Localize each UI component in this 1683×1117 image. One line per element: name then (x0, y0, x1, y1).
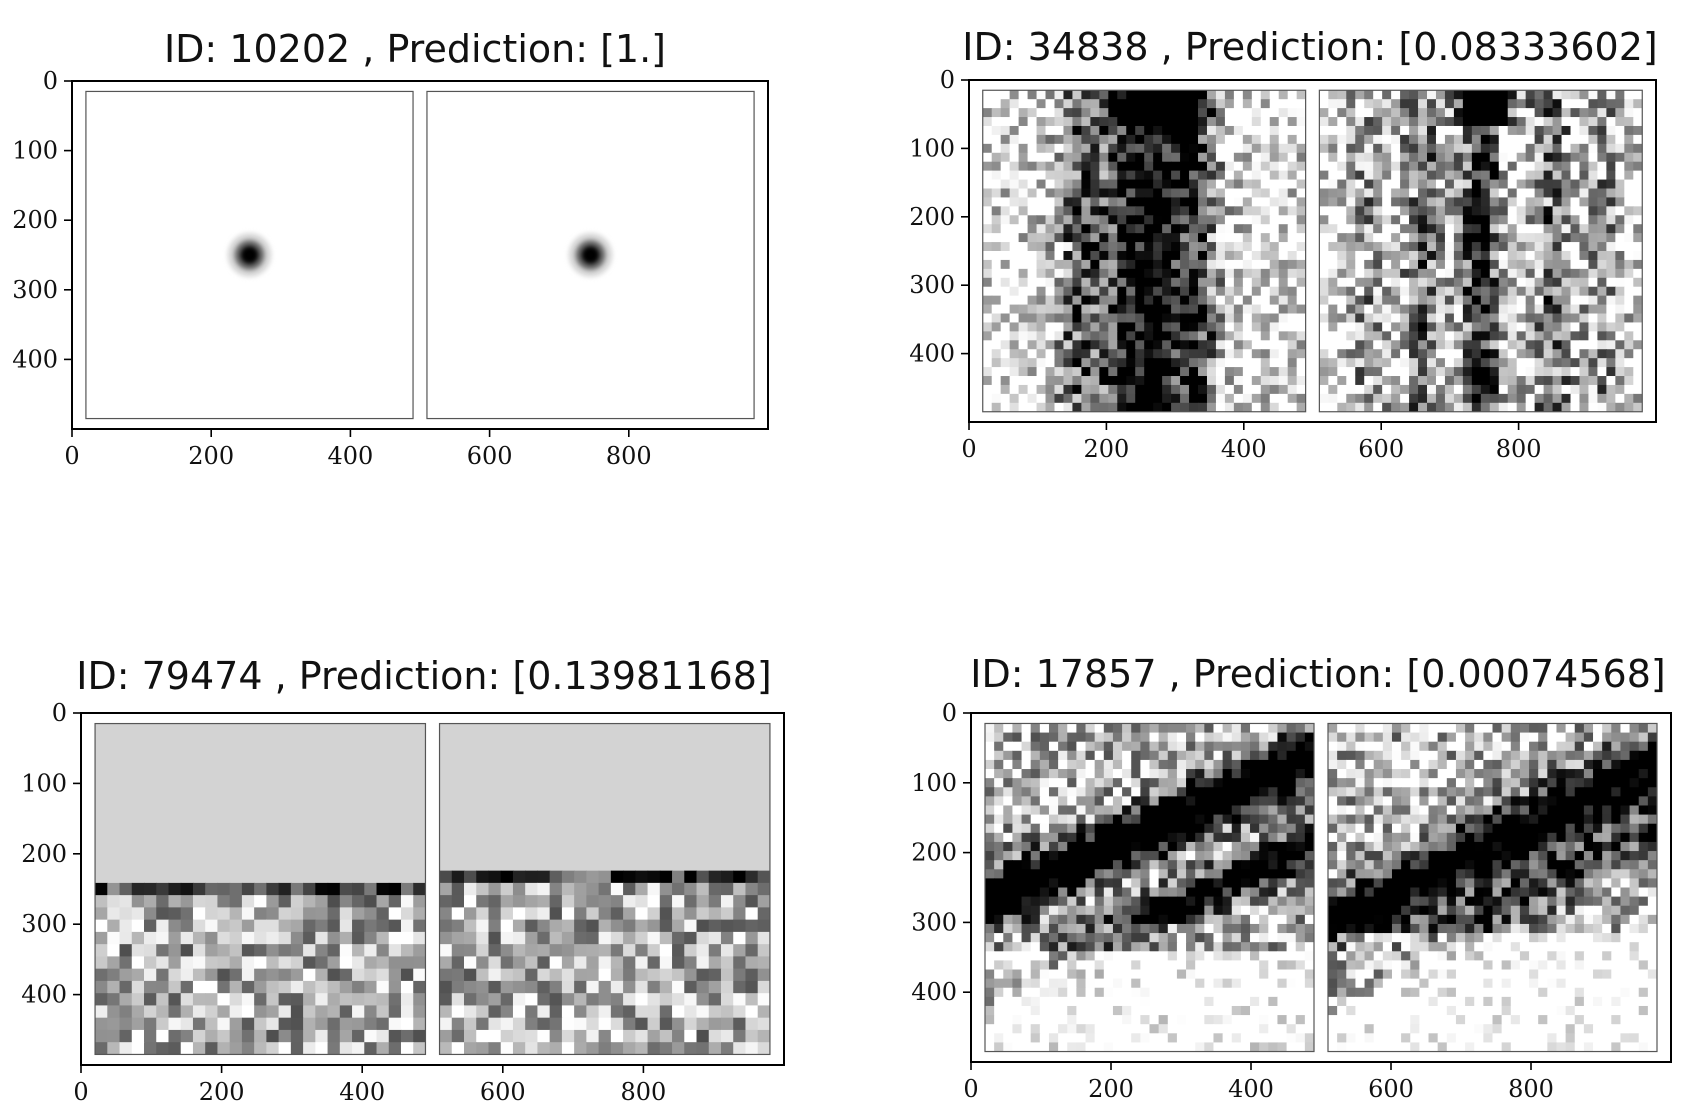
x-tick-label: 200 (188, 442, 234, 470)
x-tick-label: 600 (1358, 435, 1404, 463)
subplot-title: ID: 10202 , Prediction: [1.] (164, 27, 666, 71)
x-tick-label: 400 (327, 442, 373, 470)
x-tick-label: 0 (961, 435, 976, 463)
y-tick-label: 200 (909, 203, 955, 231)
axes-frame (968, 79, 1657, 423)
y-tick-label: 0 (43, 67, 58, 95)
image-panel (94, 722, 427, 1056)
x-tick-label: 800 (1496, 435, 1542, 463)
image-panel (438, 722, 771, 1056)
subplot-title: ID: 34838 , Prediction: [0.08333602] (962, 25, 1657, 69)
image-panel (85, 90, 414, 420)
y-tick-label: 300 (12, 276, 58, 304)
y-tick-label: 400 (12, 345, 58, 373)
x-tick-label: 200 (1083, 435, 1129, 463)
image-panel (984, 722, 1315, 1053)
subplot-3: ID: 79474 , Prediction: [0.13981168] 0 20… (21, 654, 785, 1106)
y-tick-label: 400 (21, 981, 67, 1009)
axes-frame (71, 80, 769, 430)
x-tick-label: 0 (64, 442, 79, 470)
image-panel (1327, 722, 1658, 1053)
x-tick-label: 400 (339, 1078, 385, 1106)
axes-frame (80, 712, 785, 1066)
subplot-4: ID: 17857 , Prediction: [0.00074568] 0 20… (911, 652, 1672, 1103)
x-tick-label: 0 (73, 1078, 88, 1106)
y-tick-label: 400 (909, 340, 955, 368)
subplot-title: ID: 17857 , Prediction: [0.00074568] (970, 652, 1665, 696)
y-tick-label: 0 (942, 699, 957, 727)
x-tick-label: 400 (1228, 1075, 1274, 1103)
x-tick-label: 400 (1221, 435, 1267, 463)
image-panel (1318, 89, 1643, 413)
y-tick-label: 400 (911, 978, 957, 1006)
x-tick-label: 800 (620, 1078, 666, 1106)
y-tick-label: 300 (21, 910, 67, 938)
x-tick-label: 800 (1508, 1075, 1554, 1103)
x-tick-label: 600 (480, 1078, 526, 1106)
y-tick-label: 100 (21, 769, 67, 797)
image-panel (982, 89, 1307, 413)
x-tick-label: 0 (963, 1075, 978, 1103)
subplot-2: ID: 34838 , Prediction: [0.08333602] 0 20… (909, 25, 1658, 463)
y-tick-label: 100 (909, 134, 955, 162)
y-tick-label: 100 (911, 769, 957, 797)
y-tick-label: 200 (21, 840, 67, 868)
x-tick-label: 600 (467, 442, 513, 470)
y-tick-label: 0 (940, 66, 955, 94)
subplot-title: ID: 79474 , Prediction: [0.13981168] (76, 654, 771, 698)
x-tick-label: 600 (1368, 1075, 1414, 1103)
x-tick-label: 200 (1088, 1075, 1134, 1103)
y-tick-label: 300 (911, 908, 957, 936)
subplot-1: ID: 10202 , Prediction: [1.] 0 200 400 600 8… (12, 27, 769, 470)
y-tick-label: 300 (909, 271, 955, 299)
x-tick-label: 800 (606, 442, 652, 470)
y-tick-label: 0 (52, 699, 67, 727)
y-tick-label: 200 (911, 839, 957, 867)
y-tick-label: 200 (12, 206, 58, 234)
axes-frame (970, 712, 1672, 1063)
y-tick-label: 100 (12, 137, 58, 165)
image-panel (426, 90, 755, 420)
x-tick-label: 200 (199, 1078, 245, 1106)
